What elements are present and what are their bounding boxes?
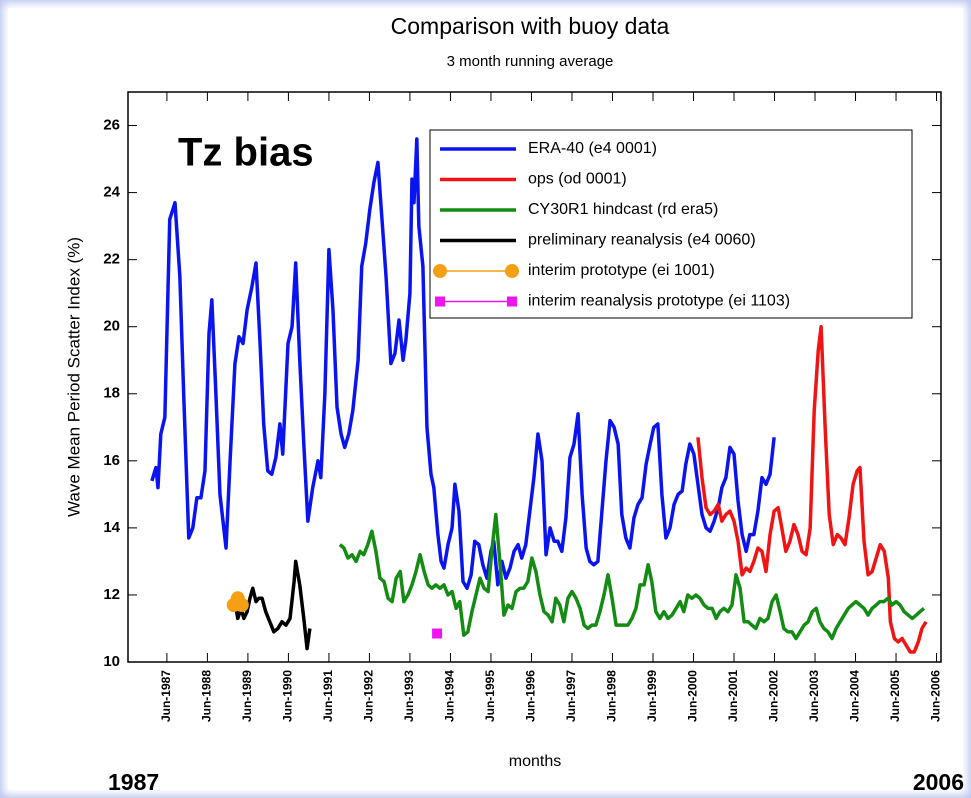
marker bbox=[234, 598, 249, 612]
chart-subtitle: 3 month running average bbox=[447, 53, 614, 70]
x-axis-label: months bbox=[509, 753, 561, 770]
x-tick-label: Jun-1996 bbox=[524, 670, 538, 722]
y-tick-label: 14 bbox=[103, 519, 120, 536]
series-line bbox=[338, 512, 926, 641]
y-tick-label: 18 bbox=[103, 385, 120, 402]
series-line bbox=[230, 559, 312, 651]
x-tick-label: Jun-1999 bbox=[645, 670, 659, 722]
marker bbox=[433, 264, 447, 278]
annotation: 1987 bbox=[108, 769, 159, 795]
y-tick-label: 24 bbox=[103, 184, 120, 201]
plot-frame bbox=[127, 91, 942, 663]
marker bbox=[505, 264, 519, 278]
x-tick-label: Jun-1994 bbox=[443, 670, 457, 722]
legend-box bbox=[429, 129, 913, 319]
y-axis-label: Wave Mean Period Scatter Index (%) bbox=[64, 237, 83, 517]
legend-label: preliminary reanalysis (e4 0060) bbox=[528, 232, 756, 249]
y-tick-label: 16 bbox=[103, 452, 120, 469]
x-tick-label: Jun-1993 bbox=[402, 670, 416, 722]
annotation: 2006 bbox=[913, 769, 964, 795]
x-tick-label: Jun-1997 bbox=[564, 670, 578, 722]
y-tick-label: 10 bbox=[103, 653, 120, 670]
legend-label: CY30R1 hindcast (rd era5) bbox=[528, 201, 718, 218]
x-tick-label: Jun-1989 bbox=[240, 670, 254, 722]
legend-label: interim prototype (ei 1001) bbox=[528, 262, 715, 279]
marker bbox=[435, 296, 445, 307]
x-tick-label: Jun-2005 bbox=[888, 670, 902, 722]
x-tick-label: Jun-2002 bbox=[767, 670, 781, 722]
marker bbox=[507, 296, 517, 307]
y-tick-label: 22 bbox=[103, 251, 120, 268]
x-tick-label: Jun-2001 bbox=[726, 670, 740, 722]
marker bbox=[432, 628, 443, 639]
x-tick-label: Jun-1987 bbox=[159, 670, 173, 722]
x-tick-label: Jun-1995 bbox=[483, 670, 497, 722]
x-tick-label: Jun-2003 bbox=[807, 670, 821, 722]
x-tick-label: Jun-1998 bbox=[605, 670, 619, 722]
annotation: Tz bias bbox=[178, 131, 314, 175]
chart-title: Comparison with buoy data bbox=[391, 13, 670, 39]
y-tick-label: 20 bbox=[103, 318, 120, 335]
x-tick-label: Jun-1992 bbox=[362, 670, 376, 722]
series-line bbox=[150, 137, 776, 590]
series-line bbox=[696, 324, 928, 654]
legend-label: ops (od 0001) bbox=[528, 171, 627, 188]
x-tick-label: Jun-1991 bbox=[321, 670, 335, 722]
x-tick-label: Jun-2004 bbox=[848, 670, 862, 722]
x-tick-label: Jun-1988 bbox=[200, 670, 214, 722]
x-tick-label: Jun-2006 bbox=[929, 670, 943, 722]
legend-label: interim reanalysis prototype (ei 1103) bbox=[528, 293, 790, 310]
y-tick-label: 12 bbox=[103, 586, 120, 603]
legend-label: ERA-40 (e4 0001) bbox=[528, 140, 657, 157]
x-tick-label: Jun-1990 bbox=[281, 670, 295, 722]
x-tick-label: Jun-2000 bbox=[686, 670, 700, 722]
y-tick-label: 26 bbox=[103, 116, 120, 133]
